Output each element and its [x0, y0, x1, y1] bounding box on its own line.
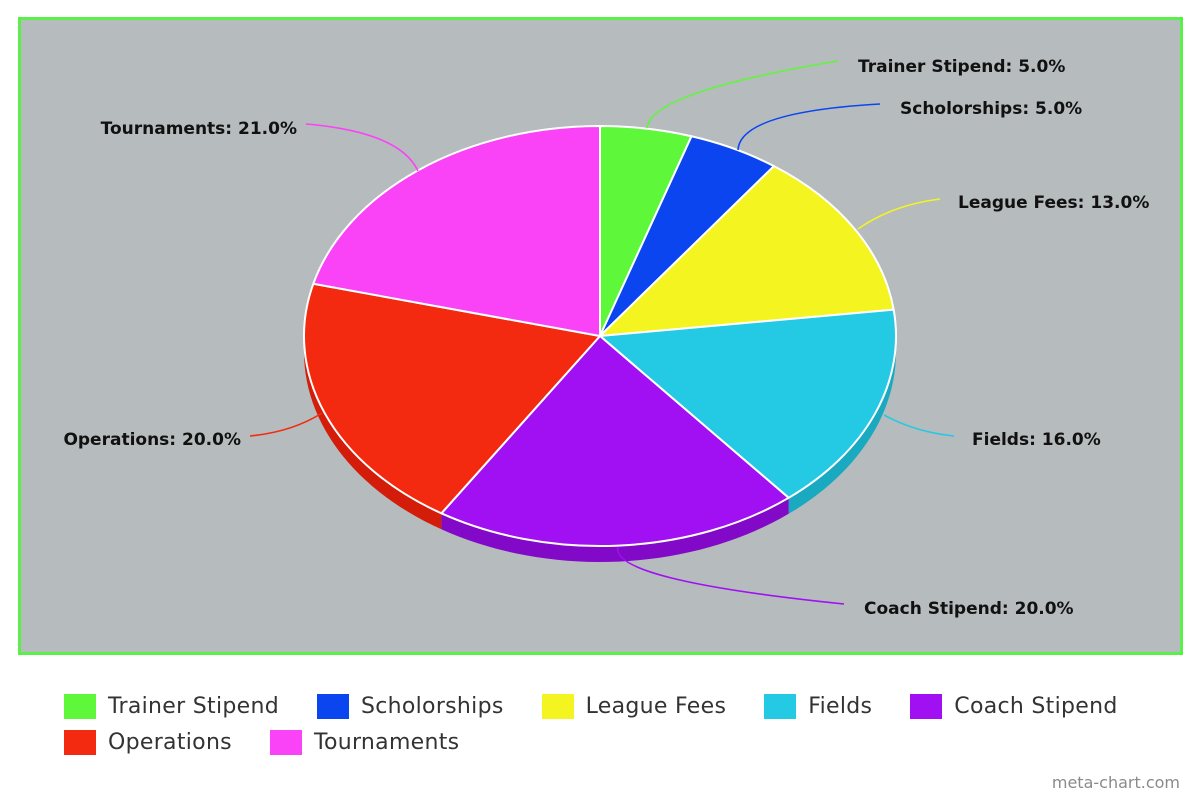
legend-swatch: [64, 693, 96, 719]
legend-swatch: [316, 693, 349, 719]
legend: Trainer Stipend Scholorships League Fees Fi…: [64, 688, 1164, 760]
legend-row: Operations Tournaments: [64, 724, 1164, 760]
slice-label-coach-stipend: Coach Stipend: 20.0%: [864, 599, 1074, 619]
legend-item-trainer-stipend[interactable]: Trainer Stipend: [64, 693, 279, 719]
legend-swatch: [64, 729, 96, 755]
leader-line-3: [857, 198, 941, 230]
legend-swatch: [764, 693, 797, 719]
legend-item-fields[interactable]: Fields: [764, 693, 873, 719]
legend-item-scholorships[interactable]: Scholorships: [316, 693, 504, 719]
legend-swatch: [910, 693, 943, 719]
legend-label: Trainer Stipend: [108, 693, 279, 719]
legend-item-coach-stipend[interactable]: Coach Stipend: [910, 693, 1118, 719]
leader-line-5: [617, 546, 845, 605]
pie-slice-operations[interactable]: [303, 282, 601, 515]
pie-slice-coach-stipend[interactable]: [440, 335, 790, 547]
pie-slice-tournaments[interactable]: [312, 125, 601, 337]
slice-label-trainer-stipend: Trainer Stipend: 5.0%: [858, 57, 1065, 77]
legend-swatch: [541, 693, 574, 719]
watermark: meta-chart.com: [1051, 773, 1180, 792]
leader-line-7: [305, 123, 419, 172]
pie-side-walls: [304, 336, 896, 562]
slice-label-league-fees: League Fees: 13.0%: [958, 193, 1149, 213]
legend-swatch: [269, 729, 302, 755]
slice-label-scholorships: Scholorships: 5.0%: [900, 99, 1082, 119]
legend-item-tournaments[interactable]: Tournaments: [269, 729, 460, 755]
legend-label: League Fees: [585, 693, 727, 719]
legend-item-operations[interactable]: Operations: [64, 729, 232, 755]
slice-label-operations: Operations: 20.0%: [63, 430, 241, 450]
pie-slice-fields[interactable]: [599, 308, 897, 499]
pie-side-4: [788, 336, 896, 514]
legend-label: Scholorships: [360, 693, 504, 719]
slice-label-tournaments: Tournaments: 21.0%: [101, 119, 297, 139]
leader-line-1: [646, 60, 839, 129]
legend-item-league-fees[interactable]: League Fees: [541, 693, 727, 719]
legend-label: Tournaments: [313, 729, 460, 755]
legend-label: Operations: [108, 729, 232, 755]
legend-label: Coach Stipend: [954, 693, 1118, 719]
pie-side-6: [304, 336, 442, 530]
pie-slice-league-fees[interactable]: [599, 165, 895, 337]
leader-line-6: [249, 412, 323, 437]
slice-label-fields: Fields: 16.0%: [972, 430, 1101, 450]
leader-line-4: [883, 414, 955, 437]
pie-side-5: [441, 497, 789, 562]
legend-label: Fields: [808, 693, 873, 719]
legend-row: Trainer Stipend Scholorships League Fees Fi…: [64, 688, 1164, 724]
leader-line-2: [737, 103, 881, 151]
